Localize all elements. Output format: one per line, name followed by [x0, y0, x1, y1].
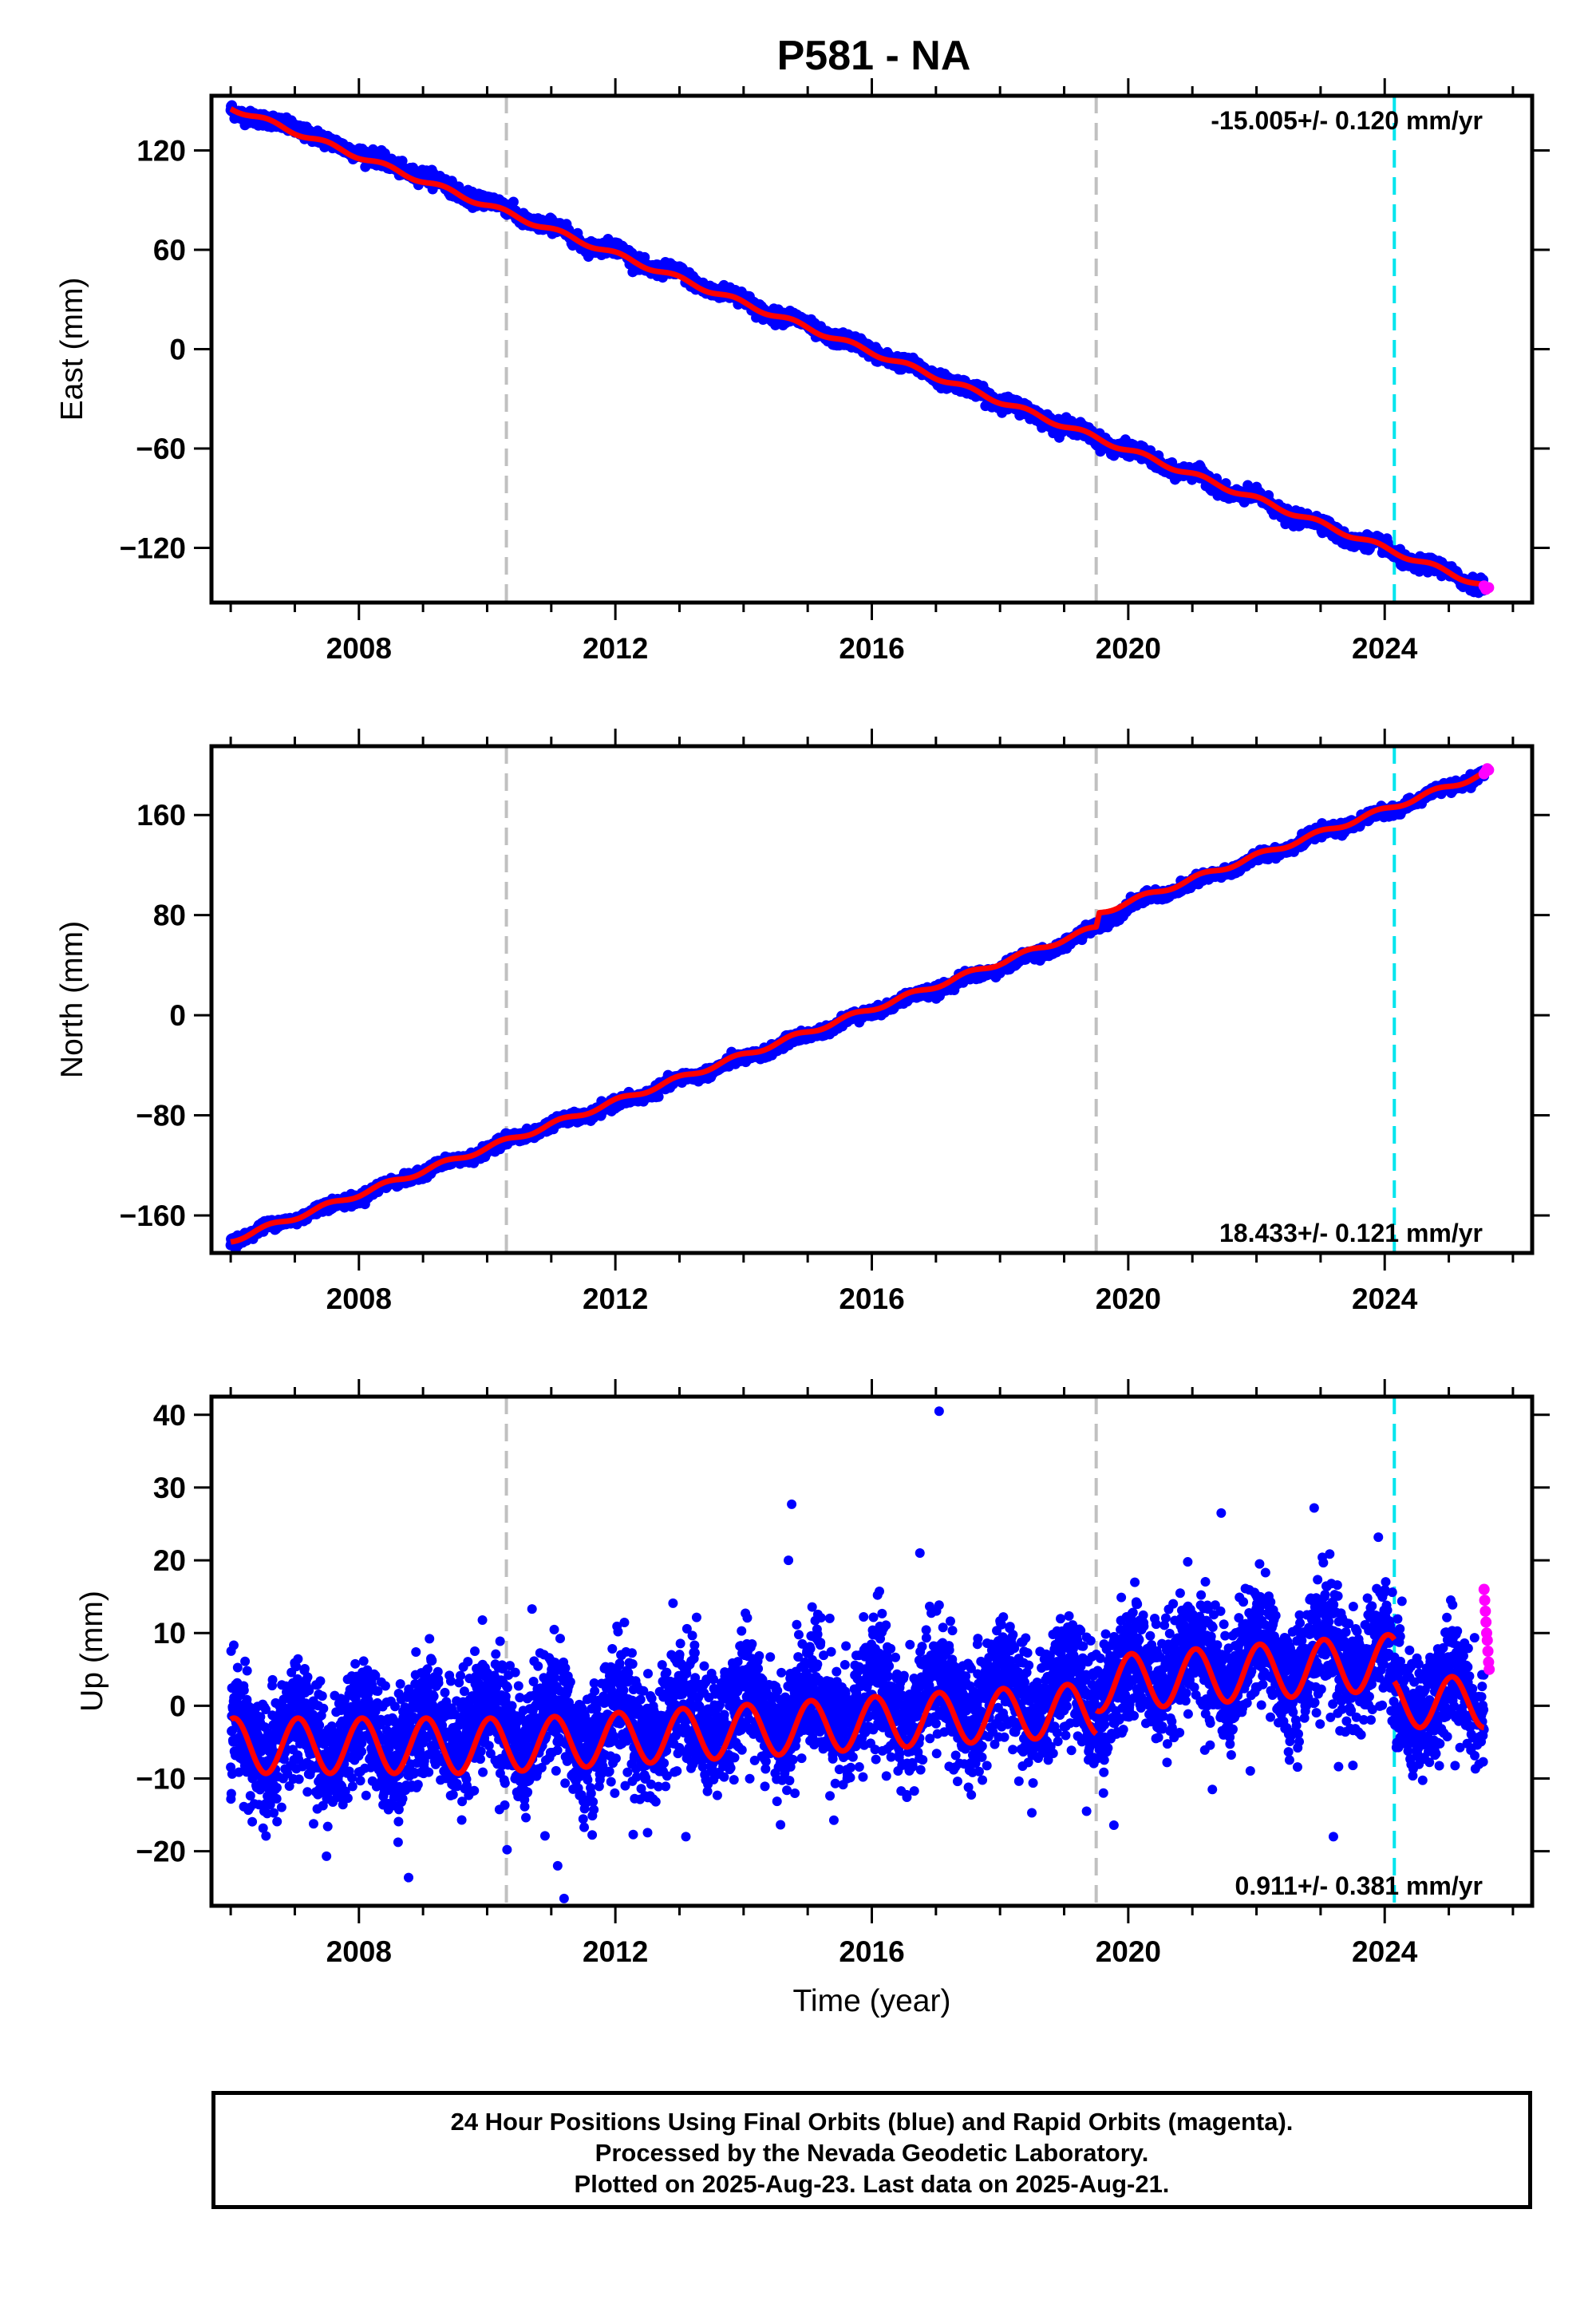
rapid-point: [1483, 582, 1495, 594]
model-fit-line: [228, 106, 1487, 587]
plot-area: [225, 746, 1495, 1253]
y-axis-label: East (mm): [55, 278, 89, 421]
x-tick-label: 2024: [1352, 632, 1418, 665]
x-tick-label: 2012: [583, 632, 648, 665]
y-tick-label: −60: [136, 433, 186, 465]
y-tick-label: 120: [136, 134, 186, 167]
data-point: [639, 251, 650, 263]
final-orbits-points: [225, 100, 1490, 599]
x-tick-label: 2020: [1096, 632, 1161, 665]
y-tick-label: 60: [153, 234, 186, 267]
rate-annotation: -15.005+/- 0.120 mm/yr: [1211, 106, 1483, 135]
y-tick-label: 0: [169, 334, 186, 366]
x-tick-label: 2008: [326, 632, 392, 665]
plot-area: [225, 96, 1495, 603]
data-point: [508, 196, 519, 207]
panel-east: 2008 2012 2016 2020 2024 −120 −60 0 60 120 East (m…: [55, 78, 1550, 665]
chart-title: P581 - NA: [776, 33, 971, 79]
y-tick-label: −120: [120, 532, 186, 565]
x-tick-label: 2016: [839, 632, 904, 665]
